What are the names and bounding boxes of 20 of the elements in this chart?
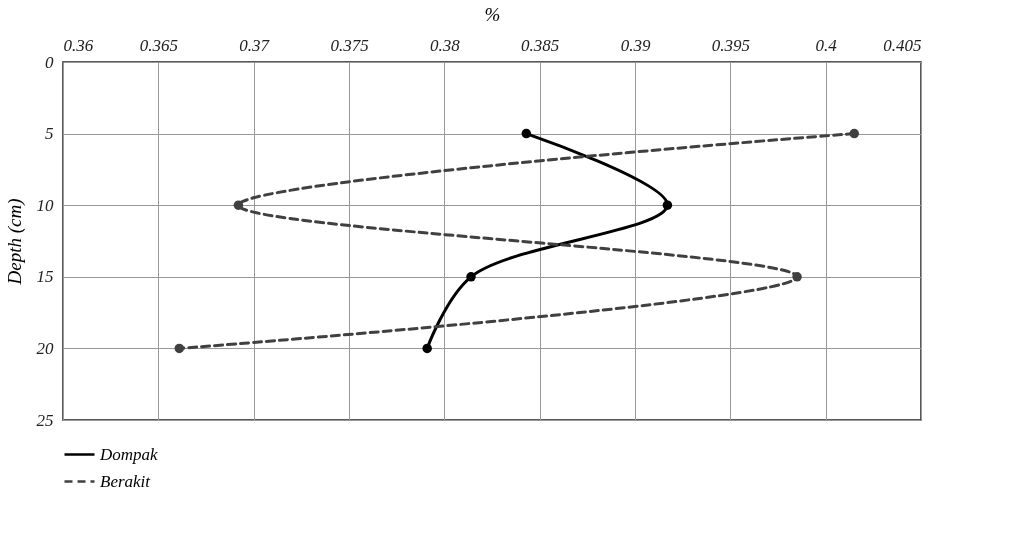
y-tick-label: 0 [45, 52, 54, 72]
y-tick-label: 15 [36, 267, 54, 287]
x-tick-label: 0.365 [139, 35, 178, 55]
x-tick-label: 0.36 [63, 35, 94, 55]
legend-label: Berakit [100, 471, 152, 491]
y-tick-label: 10 [36, 195, 54, 215]
y-tick-label: 5 [45, 124, 54, 144]
x-tick-label: 0.395 [711, 35, 750, 55]
x-tick-label: 0.405 [883, 35, 922, 55]
legend-label: Dompak [99, 444, 159, 464]
x-tick-label: 0.385 [521, 35, 560, 55]
x-tick-label: 0.38 [429, 35, 461, 55]
y-tick-label: 25 [36, 410, 54, 430]
x-tick-label: 0.375 [330, 35, 369, 55]
x-tick-label: 0.39 [620, 35, 651, 55]
x-tick-label: 0.37 [239, 35, 271, 55]
x-tick-label: 0.4 [815, 35, 838, 55]
x-axis-title: % [484, 3, 501, 25]
y-axis-title: Depth (cm) [3, 198, 26, 286]
y-tick-label: 20 [36, 338, 54, 358]
